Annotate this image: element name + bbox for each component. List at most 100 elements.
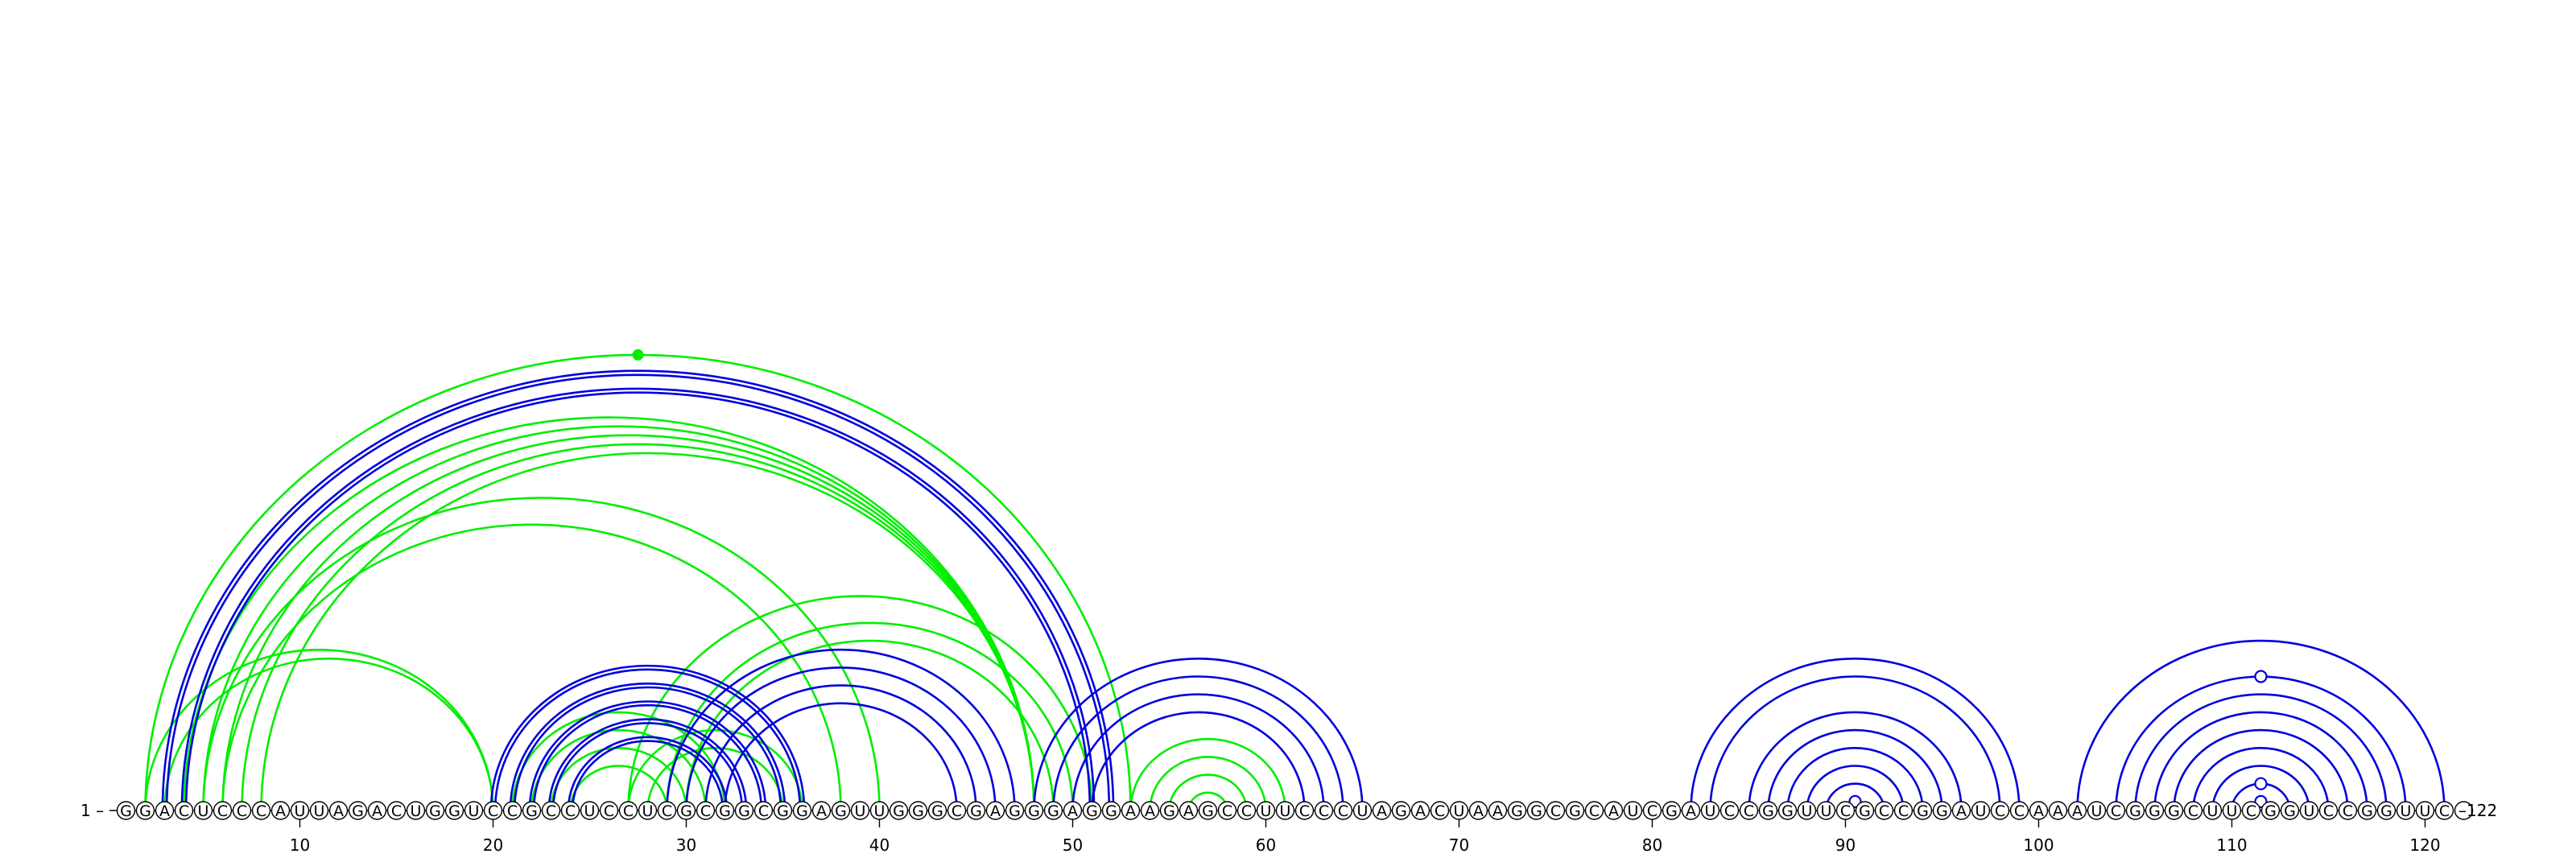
nucleotide: G bbox=[2145, 801, 2165, 820]
nucleotide: G bbox=[2260, 801, 2281, 820]
nucleotide-letter: C bbox=[1319, 802, 1329, 820]
nucleotide-letter: A bbox=[275, 802, 286, 820]
nucleotide-circle bbox=[309, 801, 329, 820]
nucleotide-letter: C bbox=[1724, 802, 1735, 820]
blue-pair-arc bbox=[165, 373, 1111, 811]
tick-label: 70 bbox=[1449, 835, 1469, 855]
nucleotide-circle bbox=[1719, 801, 1740, 820]
nucleotide-letter: C bbox=[1435, 802, 1445, 820]
nucleotide: C bbox=[753, 801, 774, 820]
nucleotide-circle bbox=[1777, 801, 1798, 820]
nucleotide-letter: A bbox=[990, 802, 1001, 820]
blue-pair-arc bbox=[704, 684, 977, 811]
nucleotide: G bbox=[1101, 801, 1121, 820]
nucleotide-letter: U bbox=[469, 802, 480, 820]
nucleotide-circle bbox=[1546, 801, 1566, 820]
nucleotide: G bbox=[1932, 801, 1952, 820]
nucleotide-circle bbox=[2357, 801, 2377, 820]
blue-pair-arc bbox=[2153, 711, 2368, 811]
nucleotide-letter: U bbox=[2091, 802, 2103, 820]
nucleotide: C bbox=[560, 801, 580, 820]
nucleotide-circle bbox=[618, 801, 638, 820]
nucleotide: A bbox=[367, 801, 387, 820]
nucleotide: G bbox=[1005, 801, 1025, 820]
nucleotide-letter: A bbox=[1473, 802, 1484, 820]
nucleotide: G bbox=[1777, 801, 1798, 820]
nucleotide: G bbox=[908, 801, 928, 820]
nucleotide: A bbox=[1681, 801, 1701, 820]
nucleotide-letter: C bbox=[662, 802, 672, 820]
nucleotide-circle bbox=[1082, 801, 1102, 820]
nucleotide-circle bbox=[1140, 801, 1160, 820]
nucleotide-letter: C bbox=[488, 802, 498, 820]
blue-pair-arc bbox=[161, 369, 1115, 811]
nucleotide-letter: G bbox=[1859, 802, 1871, 820]
nucleotide: G bbox=[1507, 801, 1527, 820]
nucleotide: U bbox=[1275, 801, 1295, 820]
nucleotide-circle bbox=[1932, 801, 1952, 820]
green-pair-arc bbox=[241, 443, 1035, 811]
nucleotide-circle bbox=[908, 801, 928, 820]
tick-label: 30 bbox=[676, 835, 696, 855]
nucleotide: G bbox=[2357, 801, 2377, 820]
nucleotide-letter: U bbox=[855, 802, 866, 820]
nucleotide-letter: G bbox=[2129, 802, 2141, 820]
nucleotide: G bbox=[1043, 801, 1063, 820]
green-pair-arc bbox=[260, 452, 1035, 811]
blue-pair-arc bbox=[1709, 675, 2001, 811]
nucleotide-letter: U bbox=[1975, 802, 1987, 820]
nucleotide-letter: U bbox=[314, 802, 325, 820]
blue-pair-arc bbox=[666, 648, 1016, 811]
nucleotide-letter: C bbox=[2439, 802, 2450, 820]
nucleotide: C bbox=[1294, 801, 1315, 820]
nucleotide: C bbox=[2009, 801, 2029, 820]
nucleotide: U bbox=[2087, 801, 2107, 820]
nucleotide-letter: C bbox=[623, 802, 634, 820]
nucleotide-circle bbox=[1623, 801, 1643, 820]
nucleotide: U bbox=[2396, 801, 2416, 820]
nucleotide: A bbox=[1372, 801, 1392, 820]
nucleotide: U bbox=[2415, 801, 2435, 820]
nucleotide-circle bbox=[1893, 801, 1913, 820]
nucleotide-letter: G bbox=[1047, 802, 1059, 820]
nucleotide: G bbox=[444, 801, 464, 820]
nucleotide-circle bbox=[2106, 801, 2126, 820]
nucleotide-letter: G bbox=[2361, 802, 2373, 820]
tick-axis: 10 20 30 40 50 60 70 80 90 100 110 120 bbox=[290, 819, 2441, 855]
nucleotide-circle bbox=[251, 801, 271, 820]
nucleotide: C bbox=[213, 801, 233, 820]
blue-pair-arc bbox=[1071, 693, 1325, 811]
nucleotide-letter: A bbox=[1377, 802, 1387, 820]
blue-pair-arc bbox=[1091, 711, 1306, 811]
green-pair-arc bbox=[221, 523, 842, 811]
nucleotide: G bbox=[1662, 801, 1682, 820]
nucleotide: U bbox=[2202, 801, 2223, 820]
nucleotide-circle bbox=[2396, 801, 2416, 820]
nucleotide: C bbox=[1874, 801, 1894, 820]
nucleotide: U bbox=[2299, 801, 2319, 820]
nucleotide-letter: G bbox=[2149, 802, 2161, 820]
nucleotide-letter: C bbox=[2246, 802, 2256, 820]
nucleotide-letter: G bbox=[912, 802, 924, 820]
blue-pair-arc bbox=[1748, 711, 1963, 811]
nucleotide-letter: G bbox=[2380, 802, 2392, 820]
nucleotide-letter: U bbox=[2207, 802, 2219, 820]
nucleotide-circle bbox=[1584, 801, 1604, 820]
nucleotide: U bbox=[580, 801, 600, 820]
nucleotide-circle bbox=[792, 801, 812, 820]
nucleotide-letter: G bbox=[719, 802, 731, 820]
nucleotide: C bbox=[1333, 801, 1353, 820]
nucleotide: G bbox=[348, 801, 368, 820]
nucleotide-letter: A bbox=[1608, 802, 1619, 820]
start-label: 1 – bbox=[80, 801, 104, 820]
nucleotide-letter: A bbox=[2072, 802, 2083, 820]
nucleotide: C bbox=[174, 801, 194, 820]
nucleotide-letter: C bbox=[565, 802, 576, 820]
nucleotide: U bbox=[193, 801, 213, 820]
nucleotide: G bbox=[1526, 801, 1546, 820]
nucleotide-circle bbox=[1294, 801, 1315, 820]
nucleotide-circle bbox=[2299, 801, 2319, 820]
blue-pair-arc bbox=[1033, 658, 1364, 811]
nucleotide: C bbox=[696, 801, 716, 820]
